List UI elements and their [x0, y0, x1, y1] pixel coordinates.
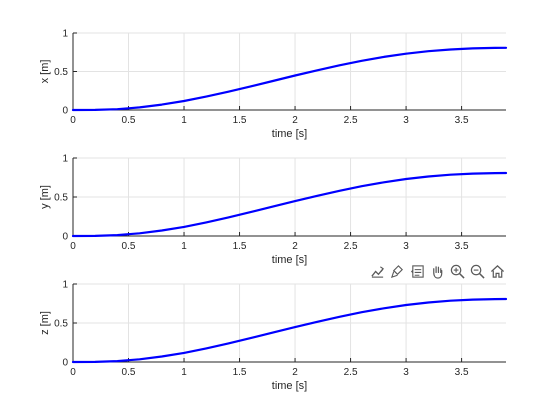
x-tick-label: 1: [181, 115, 187, 126]
home-icon[interactable]: [488, 262, 507, 280]
x-tick-label: 2.5: [344, 367, 358, 378]
y-axis-label: y [m]: [39, 185, 51, 209]
y-axis-label: z [m]: [39, 311, 51, 335]
x-tick-label: 0: [70, 241, 76, 252]
y-axis-label: x [m]: [39, 60, 51, 84]
x-tick-label: 0.5: [122, 241, 136, 252]
chart-panel-3: 0 0.5 1 1.5 2 2.5 3 3.5 0 0.5 1 time [s] z [m]: [39, 280, 508, 392]
x-tick-label: 0.5: [122, 367, 136, 378]
chart-panel-2: 0 0.5 1 1.5 2 2.5 3 3.5 0 0.5 1 time [s] y [m]: [39, 154, 508, 266]
series-line: [71, 297, 508, 364]
chart-panel-1: 0 0.5 1 1.5 2 2.5 3 3.5 0 0.5 1 time [s] x [m]: [39, 29, 508, 140]
x-tick-label: 2: [292, 367, 298, 378]
y-tick-label: 0: [62, 106, 68, 117]
y-tick-label: 0.5: [54, 319, 68, 330]
y-tick-label: 1: [62, 154, 68, 165]
x-tick-label: 1.5: [233, 115, 247, 126]
brush-icon[interactable]: [388, 262, 407, 280]
export-icon[interactable]: [368, 262, 387, 280]
x-tick-label: 2.5: [344, 115, 358, 126]
x-tick-label: 0: [70, 115, 76, 126]
x-tick-label: 1.5: [233, 241, 247, 252]
data-tips-icon[interactable]: [408, 262, 427, 280]
y-tick-label: 0.5: [54, 193, 68, 204]
x-tick-label: 3: [403, 367, 409, 378]
x-tick-label: 2: [292, 115, 298, 126]
x-tick-label: 1: [181, 367, 187, 378]
x-axis-label: time [s]: [272, 254, 307, 266]
y-tick-label: 1: [62, 280, 68, 291]
zoom-in-icon[interactable]: [448, 262, 467, 280]
pan-icon[interactable]: [428, 262, 447, 280]
x-tick-label: 3: [403, 115, 409, 126]
x-tick-label: 2.5: [344, 241, 358, 252]
x-axis-label: time [s]: [272, 128, 307, 140]
series-line: [71, 46, 508, 112]
x-tick-label: 3.5: [455, 241, 469, 252]
x-tick-label: 2: [292, 241, 298, 252]
x-tick-label: 0.5: [122, 115, 136, 126]
y-tick-label: 0.5: [54, 67, 68, 78]
x-tick-label: 3.5: [455, 367, 469, 378]
series-line: [71, 171, 508, 238]
x-tick-label: 0: [70, 367, 76, 378]
x-tick-label: 1.5: [233, 367, 247, 378]
y-tick-label: 0: [62, 358, 68, 369]
x-tick-label: 3: [403, 241, 409, 252]
x-tick-label: 1: [181, 241, 187, 252]
x-axis-label: time [s]: [272, 380, 307, 392]
x-tick-label: 3.5: [455, 115, 469, 126]
y-tick-label: 0: [62, 232, 68, 243]
axes-toolbar: [368, 262, 507, 280]
zoom-out-icon[interactable]: [468, 262, 487, 280]
y-tick-label: 1: [62, 29, 68, 40]
